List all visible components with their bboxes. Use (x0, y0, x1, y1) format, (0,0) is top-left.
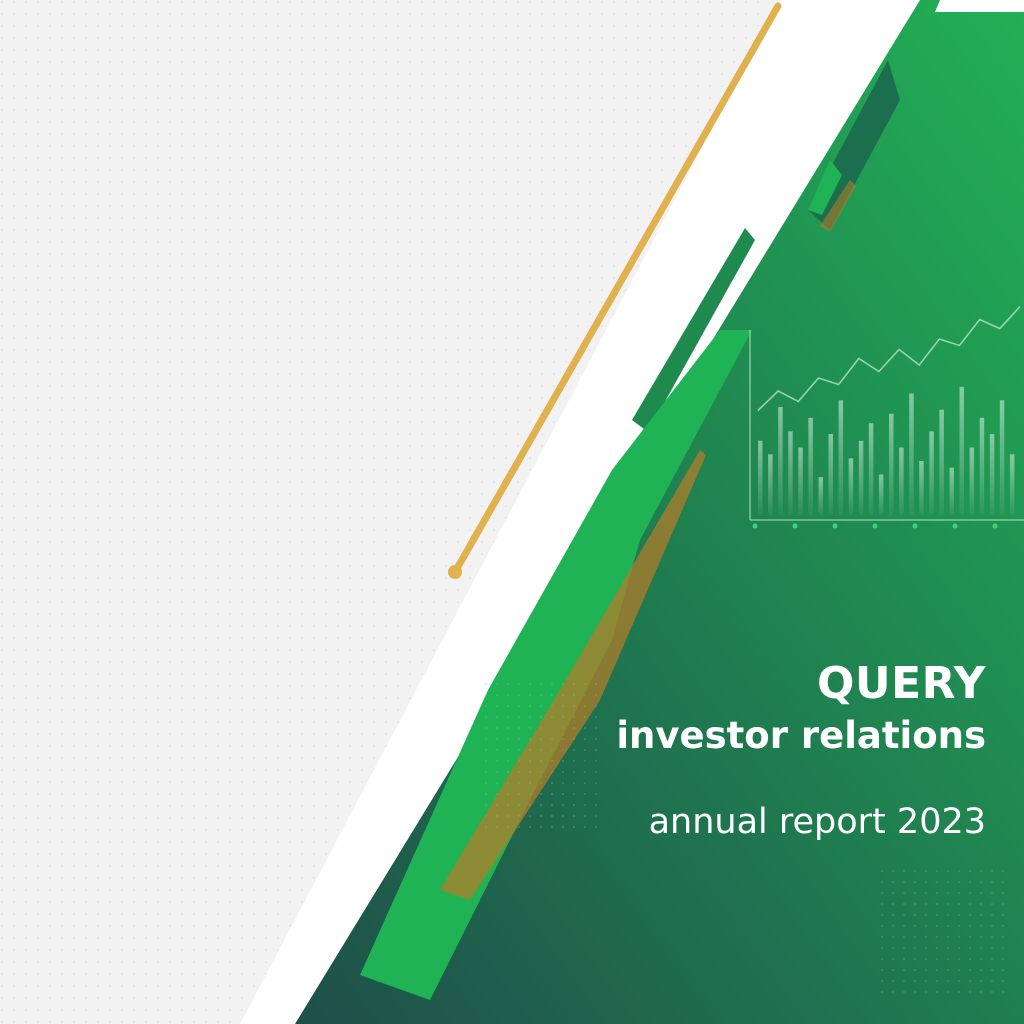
chart-bar (798, 447, 803, 515)
cover-title-block: QUERY investor relations annual report 2… (616, 656, 986, 844)
chart-bar (788, 431, 793, 515)
chart-trend-line (757, 305, 1021, 412)
bright-green-stripe-small (808, 160, 842, 215)
chart-axis-tick (792, 523, 798, 529)
decorative-chart (749, 305, 1024, 529)
white-cutout (935, 0, 1024, 12)
chart-axis-tick (872, 523, 878, 529)
chart-bar (979, 417, 985, 515)
chart-axis-tick (952, 523, 958, 529)
chart-bar (909, 393, 914, 515)
green-dot-texture-left (478, 680, 598, 830)
chart-axis-tick (832, 523, 838, 529)
report-title: annual report 2023 (648, 802, 986, 842)
chart-bar (848, 458, 854, 515)
chart-bar (889, 413, 894, 516)
gold-accent-line (451, 2, 782, 576)
chart-bar (929, 431, 934, 515)
chart-axis-tick (992, 523, 998, 529)
cover-subtitle: investor relations (616, 714, 986, 757)
chart-bar (899, 447, 904, 515)
chart-bar (808, 417, 813, 515)
chart-bar (969, 447, 975, 515)
dark-green-stripe-mid (632, 228, 755, 432)
bronze-stripe-upper (820, 180, 856, 232)
chart-bar (858, 440, 864, 516)
chart-bar (959, 386, 964, 516)
chart-bar (778, 407, 783, 515)
chart-bar (868, 423, 874, 515)
chart-bar (838, 400, 844, 516)
chart-bar (989, 434, 995, 515)
green-dot-texture-right (878, 868, 1008, 998)
chart-bar (878, 474, 884, 515)
chart-bar (758, 440, 763, 516)
chart-bar (1009, 454, 1015, 516)
chart-axis-tick (752, 523, 758, 529)
chart-bar (949, 467, 954, 516)
chart-bar (919, 461, 924, 515)
chart-bar (818, 477, 823, 515)
chart-bar (939, 409, 944, 515)
chart-bar (768, 454, 773, 516)
chart-axis-tick (912, 523, 918, 529)
chart-bar (828, 434, 833, 515)
brand-name: QUERY (816, 658, 986, 709)
bright-green-stripe-main (360, 330, 752, 1000)
chart-bar (999, 400, 1005, 516)
gold-line-end-dot (448, 565, 462, 579)
